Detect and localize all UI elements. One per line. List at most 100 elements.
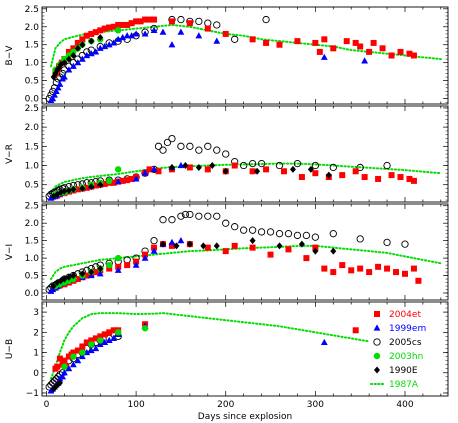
- point-1990E: [79, 270, 86, 278]
- panel-2: 0.5 1.0 1.5 2.0 2.5 V−R: [5, 104, 449, 203]
- point-2004et: [101, 180, 108, 187]
- point-2005cs: [383, 238, 391, 247]
- point-2004et: [321, 36, 328, 43]
- point-1990E: [289, 165, 296, 173]
- point-1999em: [132, 30, 140, 37]
- point-1990E: [56, 379, 63, 387]
- point-2004et: [110, 327, 117, 334]
- point-2004et: [186, 164, 193, 171]
- point-2004et: [97, 27, 104, 34]
- point-1990E: [222, 167, 229, 175]
- point-2004et: [352, 168, 359, 175]
- panel-4: −1 0 1 2 3 U−B 0 100 200 300 400 Days since explosi…: [5, 301, 449, 422]
- point-2004et: [56, 355, 63, 362]
- point-1990E: [74, 44, 81, 52]
- y-tick-label: 2.5: [25, 202, 39, 212]
- series-1990E: [50, 162, 332, 200]
- point-2003hn: [114, 166, 122, 173]
- point-2004et: [124, 21, 131, 28]
- point-2004et: [97, 333, 104, 340]
- point-2004et: [401, 270, 408, 277]
- point-2004et: [276, 41, 283, 48]
- point-1999em: [101, 338, 109, 346]
- point-2004et: [379, 45, 386, 52]
- point-2004et: [110, 23, 117, 30]
- point-2004et: [186, 20, 193, 27]
- y-tick-label: 2.0: [25, 219, 40, 229]
- point-1999em: [69, 361, 77, 368]
- point-2004et: [361, 174, 368, 181]
- legend-item-1999em: 1999em: [373, 324, 426, 334]
- point-2004et: [204, 244, 211, 251]
- point-2004et: [222, 248, 229, 255]
- point-1990E: [88, 268, 95, 276]
- point-1999em: [74, 357, 82, 364]
- legend-marker: [373, 338, 381, 346]
- point-2004et: [124, 262, 131, 269]
- point-2004et: [352, 39, 359, 46]
- point-1999em: [54, 84, 62, 91]
- point-2004et: [393, 269, 400, 276]
- point-2004et: [357, 43, 364, 50]
- point-2004et: [375, 175, 382, 182]
- point-2005cs: [240, 226, 248, 234]
- point-1990E: [65, 55, 72, 63]
- point-2004et: [106, 329, 113, 336]
- point-1999em: [119, 33, 127, 41]
- point-1999em: [61, 369, 68, 376]
- point-2003hn: [141, 325, 149, 332]
- panel-data: [45, 15, 442, 104]
- point-2004et: [357, 265, 364, 272]
- point-2004et: [397, 48, 404, 55]
- point-2004et: [74, 186, 81, 193]
- y-tick-label: 1.5: [25, 142, 39, 152]
- point-1999em: [320, 338, 328, 346]
- y-tick-label: 2.0: [25, 123, 40, 133]
- point-2005cs: [222, 219, 230, 227]
- panel-data: [45, 210, 442, 294]
- point-1999em: [128, 32, 136, 39]
- point-2005cs: [159, 216, 167, 224]
- point-2005cs: [213, 212, 221, 220]
- point-1990E: [312, 247, 319, 255]
- point-2004et: [74, 347, 81, 354]
- point-1990E: [200, 242, 207, 250]
- series-2005cs: [45, 134, 391, 200]
- point-2005cs: [159, 146, 167, 154]
- y-tick-label: 2: [33, 328, 39, 338]
- point-2004et: [330, 45, 337, 52]
- point-2004et: [92, 182, 99, 189]
- legend-item-1990E: 1990E: [374, 366, 418, 376]
- point-1999em: [92, 344, 100, 352]
- point-2005cs: [311, 161, 320, 170]
- point-1999em: [177, 237, 185, 244]
- point-1999em: [168, 41, 176, 48]
- point-2005cs: [240, 161, 248, 170]
- point-1999em: [105, 41, 113, 48]
- series-1990E: [50, 379, 63, 393]
- point-2005cs: [275, 230, 284, 238]
- x-tick-label: 400: [396, 400, 413, 410]
- point-2004et: [101, 25, 108, 32]
- legend-marker: [374, 366, 380, 374]
- series-2003hn: [61, 325, 149, 370]
- point-1999em: [110, 39, 118, 46]
- point-1990E: [298, 240, 305, 248]
- point-2004et: [70, 45, 77, 52]
- panel-frame: [41, 6, 449, 105]
- point-2004et: [298, 174, 305, 181]
- point-2005cs: [383, 161, 391, 170]
- x-tick-label: 0: [44, 400, 50, 410]
- point-1990E: [276, 242, 283, 250]
- point-1990E: [213, 242, 220, 250]
- point-2004et: [339, 262, 346, 269]
- point-2004et: [74, 39, 81, 46]
- point-2004et: [249, 36, 256, 43]
- legend-label: 1990E: [389, 366, 418, 376]
- line-1987A: [50, 312, 371, 380]
- point-1999em: [59, 373, 67, 380]
- point-2005cs: [248, 159, 257, 168]
- y-tick-label: 0.0: [25, 289, 40, 299]
- y-tick-label: 2.5: [25, 104, 39, 114]
